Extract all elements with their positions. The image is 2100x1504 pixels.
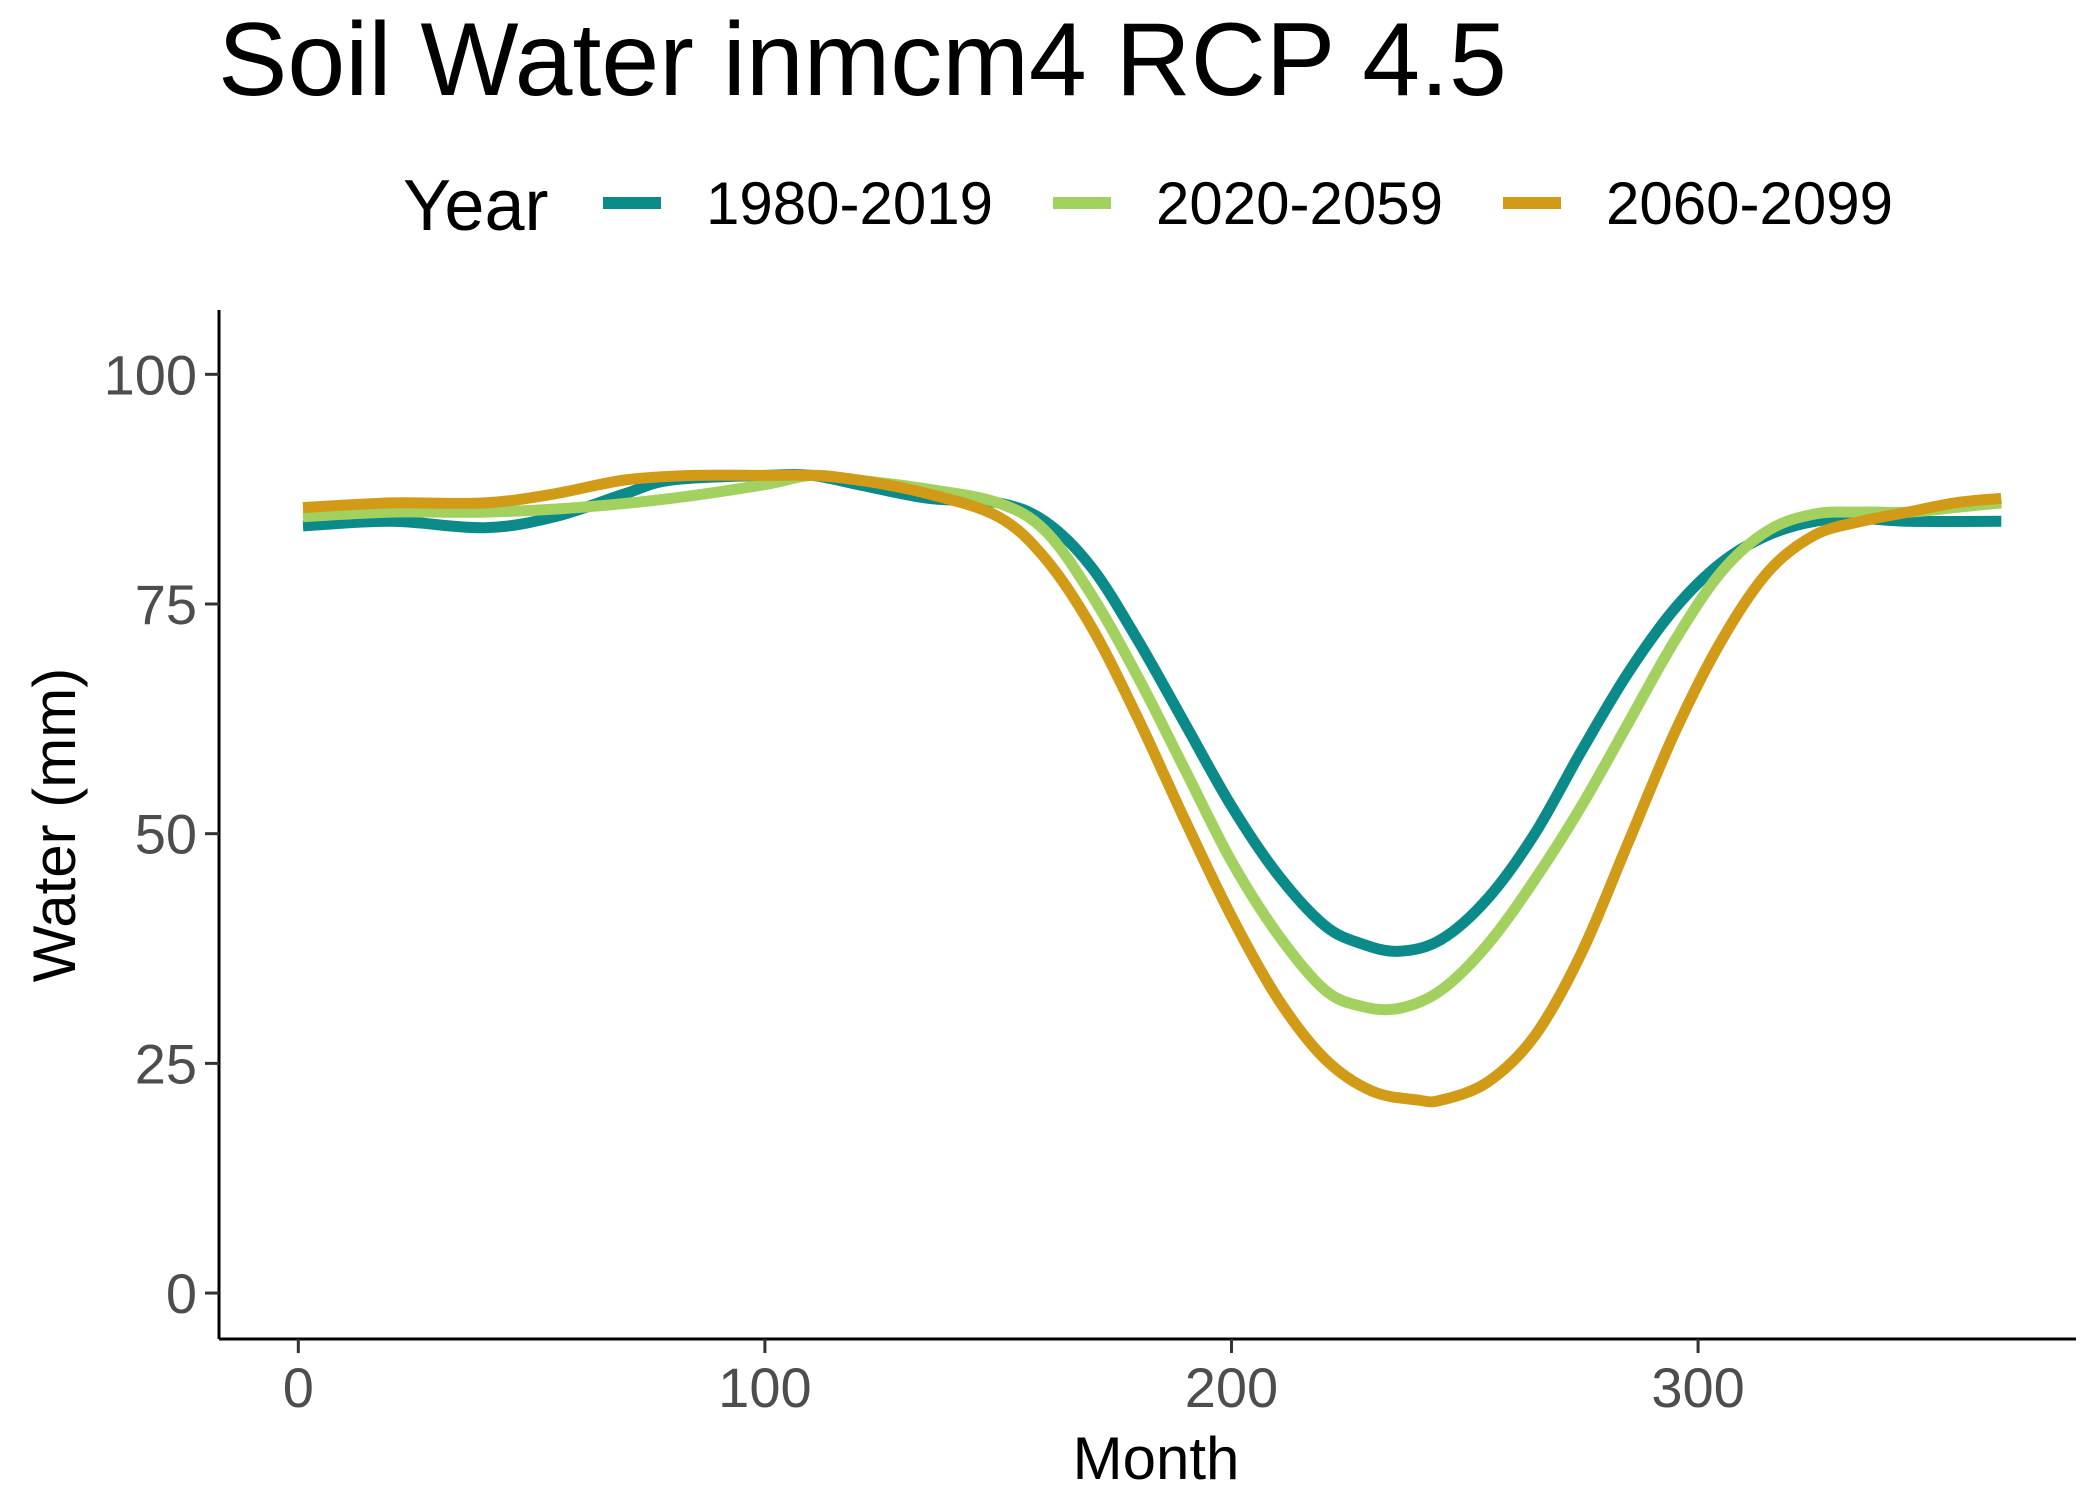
x-tick-label: 300 [1651,1356,1744,1419]
x-tick-label: 100 [718,1356,811,1419]
axes: 0 25 50 75 100 0 100 200 300 [104,310,2076,1419]
legend-label-2020-2059: 2020-2059 [1156,170,1443,237]
series-line-2060-2099 [302,469,2002,1108]
legend-title: Year [403,166,548,246]
y-ticks: 0 25 50 75 100 [104,343,219,1325]
y-tick-label: 0 [166,1262,197,1325]
chart-title: Soil Water inmcm4 RCP 4.5 [218,2,1507,118]
x-tick-label: 200 [1185,1356,1278,1419]
x-axis-title: Month [1073,1425,1240,1492]
legend-label-1980-2019: 1980-2019 [706,170,993,237]
series-group [302,468,2002,1108]
y-axis-title: Water (mm) [21,668,88,982]
x-ticks: 0 100 200 300 [283,1339,1745,1419]
y-tick-label: 50 [135,803,197,866]
y-tick-label: 25 [135,1032,197,1095]
y-tick-label: 100 [104,343,197,406]
legend: Year 1980-2019 2020-2059 2060-2099 [403,166,1893,246]
legend-items: 1980-2019 2020-2059 2060-2099 [603,170,1893,237]
x-tick-label: 0 [283,1356,314,1419]
series-line-2020-2059 [302,469,2002,1016]
legend-label-2060-2099: 2060-2099 [1606,170,1893,237]
y-tick-label: 75 [135,573,197,636]
